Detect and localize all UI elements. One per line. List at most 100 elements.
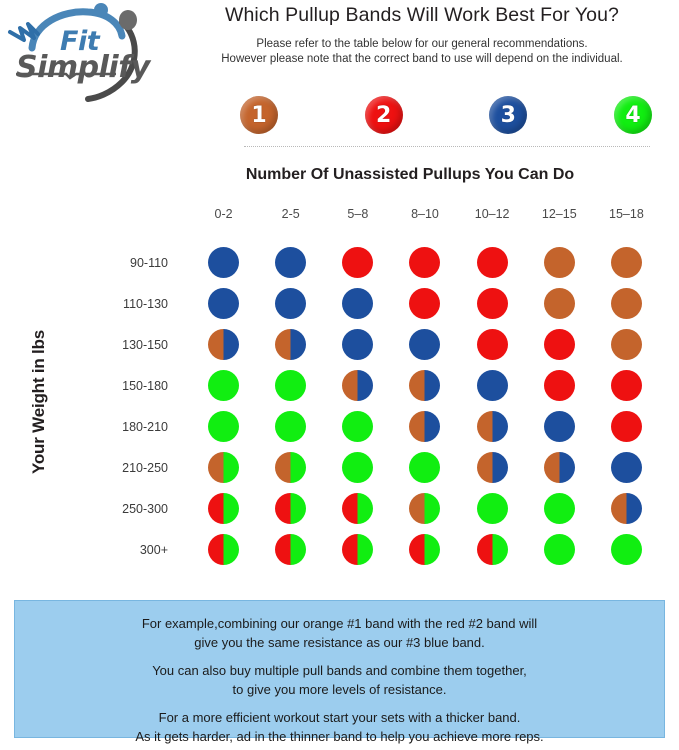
row-label: 150-180: [122, 378, 168, 393]
chart-cell: [593, 370, 660, 401]
row-label: 110-130: [123, 296, 168, 311]
chart-row: 180-210: [0, 406, 679, 447]
chart-grid: 90-110 110-130 130-150 150-180 180-210 210-25…: [0, 242, 679, 570]
band-dot-red: [476, 329, 508, 360]
band-dot-orange: [610, 247, 642, 278]
chart-row: 130-150: [0, 324, 679, 365]
subtitle-line-2: However please note that the correct ban…: [221, 53, 623, 65]
band-dot-orange-blue: [275, 329, 307, 360]
footer-line: For a more efficient workout start your …: [158, 710, 521, 725]
band-dot-green: [342, 452, 374, 483]
chart-row: 250-300: [0, 488, 679, 529]
band-dot-blue: [543, 411, 575, 442]
band-dot-orange: [543, 288, 575, 319]
chart-cell: [190, 288, 257, 319]
logo-text-fit: Fit: [60, 26, 100, 57]
band-dot-red-green: [342, 493, 374, 524]
chart-row: 110-130: [0, 283, 679, 324]
chart-cell: [593, 534, 660, 565]
band-chip-green-band[interactable]: 4: [613, 96, 652, 134]
band-dot-red: [409, 288, 441, 319]
chart-cell: [257, 452, 324, 483]
band-dot-red: [342, 247, 374, 278]
chart-cell: [190, 534, 257, 565]
band-dot-red: [476, 247, 508, 278]
chart-row: 150-180: [0, 365, 679, 406]
chart-cell: [257, 370, 324, 401]
band-dot-red-green: [409, 534, 441, 565]
band-dot-green: [342, 411, 374, 442]
chart-cell: [324, 411, 391, 442]
band-dot-blue: [275, 288, 307, 319]
band-legend: 1 2 3 4: [240, 96, 652, 134]
chart-cell: [391, 370, 458, 401]
chart-cell: [324, 534, 391, 565]
footer-line: You can also buy multiple pull bands and…: [152, 663, 527, 678]
band-dot-green: [409, 452, 441, 483]
chart-cell: [391, 534, 458, 565]
chart-row: 300+: [0, 529, 679, 570]
chart-cell: [257, 411, 324, 442]
band-dot-blue: [208, 247, 240, 278]
band-dot-red-green: [208, 534, 240, 565]
logo-text-simplify: Simplify: [16, 50, 150, 85]
chart-cell: [593, 247, 660, 278]
band-dot-blue: [342, 288, 374, 319]
band-dot-green: [275, 411, 307, 442]
band-dot-orange: [610, 329, 642, 360]
row-label: 90-110: [130, 255, 168, 270]
band-dot-red: [543, 370, 575, 401]
chart-cell: [324, 247, 391, 278]
column-header: 15–18: [609, 207, 644, 221]
chart-cell: [459, 370, 526, 401]
band-dot-orange-blue: [342, 370, 374, 401]
title-block: Which Pullup Bands Will Work Best For Yo…: [168, 4, 676, 67]
chart-cell: [526, 288, 593, 319]
column-header: 10–12: [474, 207, 510, 221]
chart-cell: [526, 411, 593, 442]
band-dot-red: [610, 411, 642, 442]
footer-paragraph: For a more efficient workout start your …: [15, 708, 664, 746]
chart-row: 90-110: [0, 242, 679, 283]
band-dot-red: [409, 247, 441, 278]
band-chip-blue-band[interactable]: 3: [489, 96, 528, 134]
band-dot-red-green: [275, 534, 307, 565]
fit-simplify-runner-icon: [8, 3, 138, 102]
band-dot-green: [275, 370, 307, 401]
chart-cell: [459, 411, 526, 442]
chart-cell: [190, 247, 257, 278]
chart-cell: [526, 493, 593, 524]
band-dot-blue: [610, 452, 642, 483]
band-chip-red-band[interactable]: 2: [364, 96, 403, 134]
band-dot-red-green: [275, 493, 307, 524]
band-dot-red-green: [476, 534, 508, 565]
band-dot-orange-blue: [208, 329, 240, 360]
column-headers: 0-2 2-5 5–8 8–10 10–12 12–15 15–18: [190, 207, 660, 221]
band-dot-blue: [275, 247, 307, 278]
band-chip-number: 2: [376, 102, 392, 128]
band-dot-red-green: [342, 534, 374, 565]
chart-cell: [593, 288, 660, 319]
footer-paragraph: You can also buy multiple pull bands and…: [15, 661, 664, 699]
band-dot-blue: [476, 370, 508, 401]
row-label: 180-210: [122, 419, 168, 434]
chart-cell: [391, 288, 458, 319]
band-dot-blue: [409, 329, 441, 360]
chart-cell: [459, 288, 526, 319]
chart-cell: [324, 493, 391, 524]
band-dot-green: [208, 411, 240, 442]
chart-cell: [526, 247, 593, 278]
band-dot-orange-blue: [476, 452, 508, 483]
band-dot-orange-green: [409, 493, 441, 524]
band-dot-orange-green: [208, 452, 240, 483]
chart-cell: [391, 452, 458, 483]
row-label: 250-300: [122, 501, 168, 516]
chart-row: 210-250: [0, 447, 679, 488]
band-dot-orange-blue: [409, 411, 441, 442]
band-dot-orange-blue: [476, 411, 508, 442]
chart-cell: [459, 329, 526, 360]
column-header: 2-5: [281, 207, 300, 221]
chart-cell: [190, 411, 257, 442]
band-chip-orange-band[interactable]: 1: [240, 96, 278, 134]
header: Fit Simplify Which Pullup Bands Will Wor…: [0, 0, 679, 152]
